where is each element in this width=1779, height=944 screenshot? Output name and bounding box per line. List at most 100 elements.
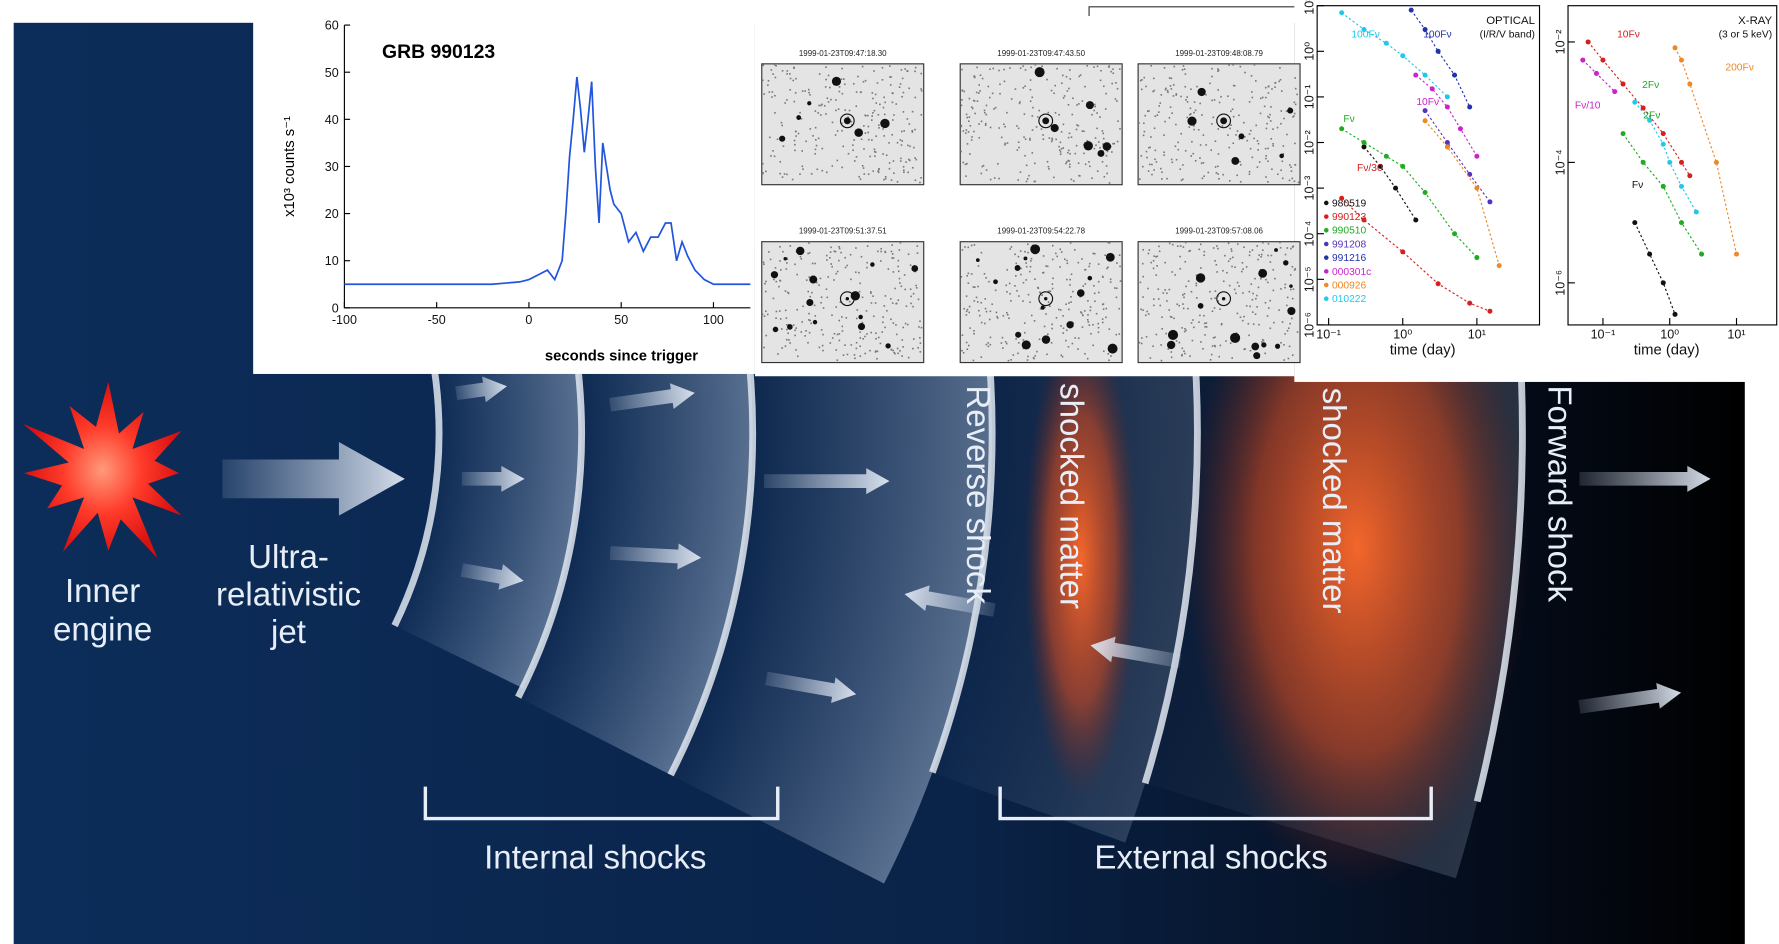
noise — [1262, 97, 1264, 99]
noise — [1072, 291, 1074, 293]
noise — [1211, 68, 1213, 70]
noise — [786, 174, 788, 176]
noise — [1109, 328, 1111, 330]
noise — [1246, 140, 1248, 142]
noise — [1076, 129, 1078, 131]
noise — [842, 330, 844, 332]
noise — [862, 165, 864, 167]
noise — [962, 89, 964, 91]
noise — [1060, 325, 1062, 327]
noise — [1250, 148, 1252, 150]
noise — [1018, 342, 1020, 344]
noise — [1155, 150, 1157, 152]
x-tick-label: 10⁻¹ — [1591, 328, 1616, 342]
noise — [1181, 180, 1183, 182]
noise — [1277, 173, 1279, 175]
data-point — [1430, 86, 1435, 91]
noise — [1069, 153, 1071, 155]
noise — [1160, 344, 1162, 346]
noise — [892, 350, 894, 352]
noise — [835, 306, 837, 308]
noise — [1251, 157, 1253, 159]
noise — [1088, 266, 1090, 268]
noise — [765, 335, 767, 337]
noise — [918, 299, 920, 301]
noise — [848, 153, 850, 155]
noise — [1290, 248, 1292, 250]
noise — [1191, 291, 1193, 293]
noise — [1289, 180, 1291, 182]
noise — [1230, 124, 1232, 126]
noise — [1161, 328, 1163, 330]
noise — [1116, 297, 1118, 299]
noise — [874, 110, 876, 112]
noise — [1075, 153, 1077, 155]
noise — [1294, 102, 1296, 104]
noise — [1278, 81, 1280, 83]
noise — [1103, 138, 1105, 140]
noise — [837, 271, 839, 273]
noise — [883, 135, 885, 137]
noise — [880, 251, 882, 253]
noise — [1082, 100, 1084, 102]
noise — [1024, 85, 1026, 87]
noise — [901, 355, 903, 357]
noise — [1249, 306, 1251, 308]
data-point — [1445, 144, 1450, 149]
noise — [1257, 140, 1259, 142]
noise — [846, 265, 848, 267]
y-axis-label: x10³ counts s⁻¹ — [282, 116, 298, 217]
noise — [821, 296, 823, 298]
noise — [784, 102, 786, 104]
noise — [1066, 279, 1068, 281]
noise — [897, 181, 899, 183]
noise — [1082, 326, 1084, 328]
noise — [1292, 246, 1294, 248]
noise — [795, 131, 797, 133]
noise — [966, 117, 968, 119]
star — [1077, 289, 1085, 297]
noise — [816, 145, 818, 147]
noise — [973, 333, 975, 335]
noise — [1045, 313, 1047, 315]
noise — [1102, 276, 1104, 278]
noise — [1095, 144, 1097, 146]
noise — [851, 121, 853, 123]
noise — [1069, 133, 1071, 135]
noise — [835, 134, 837, 136]
noise — [825, 79, 827, 81]
noise — [844, 83, 846, 85]
noise — [765, 171, 767, 173]
noise — [860, 337, 862, 339]
panel-title: OPTICAL — [1486, 15, 1535, 27]
noise — [789, 342, 791, 344]
noise — [882, 128, 884, 130]
noise — [1015, 88, 1017, 90]
noise — [1182, 303, 1184, 305]
noise — [794, 140, 796, 142]
noise — [985, 308, 987, 310]
noise — [1216, 172, 1218, 174]
noise — [1193, 112, 1195, 114]
noise — [1189, 250, 1191, 252]
star — [885, 343, 890, 348]
noise — [1283, 118, 1285, 120]
noise — [863, 125, 865, 127]
noise — [786, 324, 788, 326]
noise — [880, 260, 882, 262]
data-point — [1594, 71, 1599, 76]
noise — [884, 114, 886, 116]
x-tick-label: 10¹ — [1727, 328, 1745, 342]
noise — [867, 132, 869, 134]
noise — [1196, 285, 1198, 287]
star — [1239, 133, 1245, 139]
noise — [907, 172, 909, 174]
noise — [900, 158, 902, 160]
noise — [1202, 348, 1204, 350]
noise — [977, 286, 979, 288]
noise — [772, 150, 774, 152]
noise — [1098, 331, 1100, 333]
star — [1198, 88, 1206, 96]
noise — [1169, 289, 1171, 291]
noise — [967, 143, 969, 145]
